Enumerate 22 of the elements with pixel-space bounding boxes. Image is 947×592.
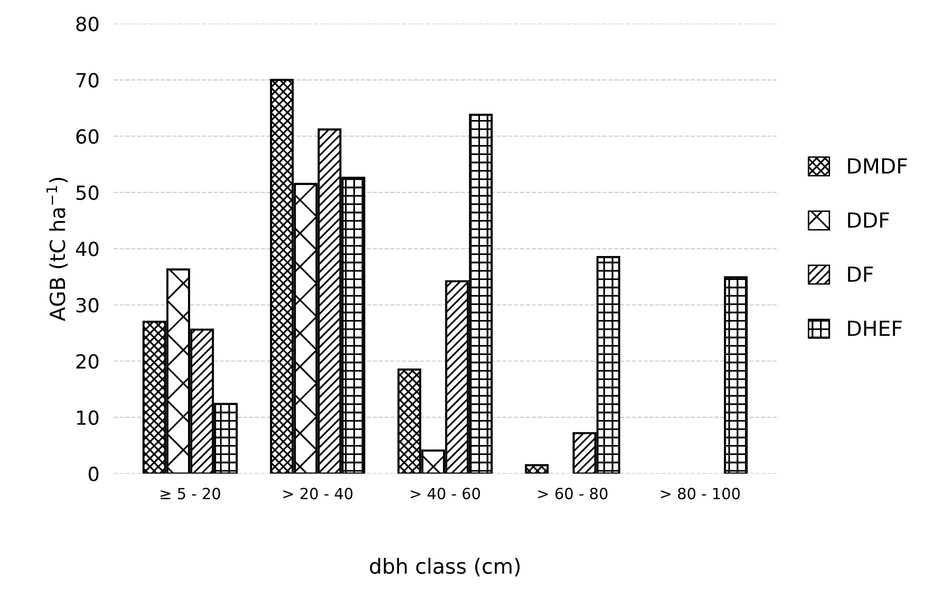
y-tick-label: 30 — [76, 298, 98, 313]
legend-label: DF — [848, 266, 873, 282]
x-axis-title: dbh class (cm) — [370, 558, 520, 576]
y-tick-label: 50 — [76, 185, 98, 200]
bar — [724, 276, 748, 474]
y-axis-title: AGB (tC ha$^{−1}$) — [46, 178, 68, 322]
y-tick-label: 20 — [76, 354, 98, 369]
y-tick-label: 80 — [76, 16, 98, 32]
x-tick-label: > 40 - 60 — [410, 488, 480, 500]
x-tick-label: > 80 - 100 — [660, 488, 740, 500]
x-tick-label: > 20 - 40 — [283, 488, 352, 500]
bar — [524, 464, 549, 474]
y-tick-label: 10 — [77, 410, 98, 426]
legend-label: DDF — [848, 212, 889, 228]
legend-label: DHEF — [848, 320, 902, 336]
y-tick-label: 0 — [88, 466, 98, 482]
y-tick-label: 60 — [76, 129, 98, 144]
x-tick-label: > 60 - 80 — [538, 488, 608, 500]
x-tick-label: ≥ 5 - 20 — [160, 488, 220, 500]
y-tick-label: 40 — [76, 242, 98, 256]
y-tick-label: 70 — [76, 72, 98, 88]
legend-label: DMDF — [848, 158, 907, 174]
